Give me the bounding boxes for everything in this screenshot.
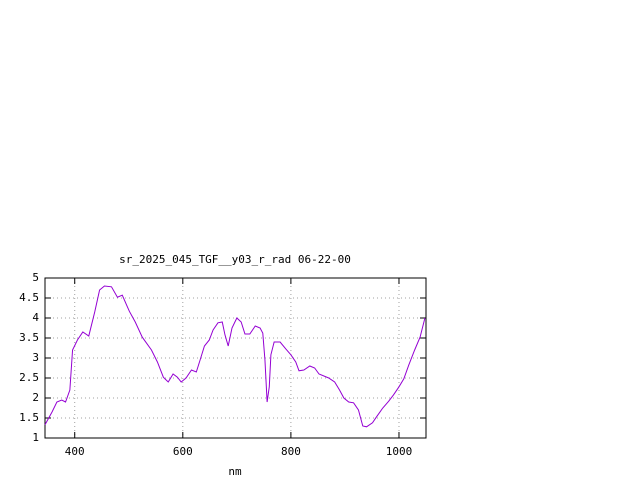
x-axis-label: nm [228,465,242,478]
y-tick-label: 1.5 [19,411,39,424]
y-tick-label: 5 [32,271,39,284]
y-tick-label: 2 [32,391,39,404]
y-tick-label: 3 [32,351,39,364]
x-tick-label: 1000 [386,445,413,458]
y-tick-label: 4 [32,311,39,324]
y-tick-label: 1 [32,431,39,444]
y-tick-label: 4.5 [19,291,39,304]
x-tick-label: 600 [173,445,193,458]
data-line [44,285,426,428]
y-tick-label: 2.5 [19,371,39,384]
y-tick-label: 3.5 [19,331,39,344]
plot-frame [44,277,427,439]
x-tick-label: 800 [281,445,301,458]
x-tick-label: 400 [65,445,85,458]
chart-title: sr_2025_045_TGF__y03_r_rad 06-22-00 [119,253,351,266]
